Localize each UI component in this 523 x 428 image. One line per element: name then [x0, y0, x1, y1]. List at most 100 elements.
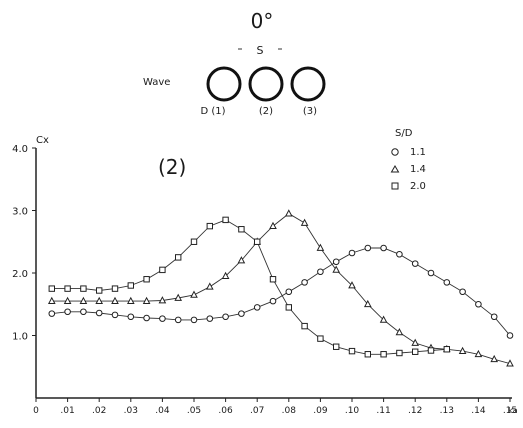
- header-diagram: 0° S Wave D (1) (2) (3): [143, 9, 326, 117]
- wave-label: Wave: [143, 77, 170, 88]
- data-point-triangle: [490, 354, 499, 363]
- cylinder-label-3: (3): [303, 106, 317, 117]
- cylinder-3-icon: [290, 66, 326, 102]
- data-point-triangle: [506, 359, 514, 367]
- x-tick-label: .11: [376, 406, 390, 416]
- legend-square-marker: [391, 182, 399, 190]
- data-point-triangle: [63, 296, 72, 305]
- axis-ticks: 4.0 3.0 2.0 1.0 0 .01 .02 .03 .04 .05 .06 .07 .08 .09…: [12, 144, 518, 416]
- data-point-circle: [317, 268, 324, 276]
- x-tick-label: .01: [60, 406, 74, 416]
- data-point-triangle: [221, 271, 230, 280]
- y-tick-label: 2.0: [12, 269, 28, 280]
- data-point-circle: [490, 313, 498, 321]
- x-tick-label: .12: [408, 406, 422, 416]
- x-tick-label: .09: [313, 406, 328, 416]
- cylinder-label-2: (2): [259, 106, 273, 117]
- data-point-square: [380, 351, 387, 358]
- data-point-circle: [222, 313, 229, 321]
- data-point-circle: [459, 288, 466, 296]
- data-point-circle: [443, 279, 451, 286]
- series-line-1: [51, 247, 511, 336]
- data-point-square: [96, 287, 103, 294]
- data-point-square: [348, 347, 356, 355]
- data-point-triangle: [300, 218, 309, 226]
- data-point-square: [364, 351, 372, 358]
- x-tick-label: .13: [440, 406, 454, 416]
- data-point-triangle: [142, 296, 151, 305]
- legend: S/D 1.1 1.4 2.0: [390, 128, 426, 192]
- data-point-square: [127, 282, 135, 289]
- data-point-circle: [427, 269, 435, 277]
- data-point-square: [396, 349, 403, 357]
- data-point-circle: [190, 316, 198, 324]
- data-point-triangle: [190, 290, 198, 298]
- data-point-triangle: [332, 265, 341, 273]
- data-point-triangle: [205, 282, 214, 290]
- data-point-square: [254, 238, 261, 245]
- spacing-label: S: [257, 44, 264, 57]
- data-point-circle: [64, 308, 71, 316]
- data-point-triangle: [237, 256, 246, 264]
- data-point-circle: [285, 288, 293, 296]
- data-point-triangle: [174, 293, 183, 301]
- x-tick-label: .05: [187, 406, 201, 416]
- legend-title: S/D: [395, 128, 413, 139]
- data-point-square: [64, 285, 71, 292]
- data-point-circle: [253, 304, 261, 311]
- cylinder-label-1: D (1): [200, 106, 225, 117]
- data-point-triangle: [79, 296, 88, 305]
- data-point-triangle: [158, 296, 167, 304]
- series-line-2: [51, 213, 511, 365]
- data-point-circle: [269, 297, 277, 305]
- data-point-triangle: [363, 299, 372, 308]
- data-point-circle: [48, 310, 56, 317]
- data-point-square: [269, 276, 277, 283]
- cylinder-2-icon: [248, 66, 284, 102]
- data-point-circle: [332, 258, 340, 266]
- y-axis-label: Cx: [36, 135, 49, 146]
- data-point-square: [443, 346, 451, 353]
- data-point-circle: [111, 311, 119, 319]
- data-point-circle: [364, 244, 372, 252]
- y-tick-label: 1.0: [12, 332, 28, 343]
- y-tick-label: 3.0: [12, 207, 28, 218]
- angle-label: 0°: [251, 9, 274, 33]
- data-point-square: [80, 285, 87, 292]
- series-line-3: [51, 219, 447, 355]
- data-point-triangle: [111, 296, 119, 305]
- data-point-triangle: [411, 338, 420, 346]
- x-tick-label: .06: [218, 406, 233, 416]
- x-tick-label: .02: [92, 406, 106, 416]
- legend-entry-1: 1.1: [410, 147, 426, 158]
- data-point-circle: [475, 300, 482, 308]
- data-point-square: [190, 238, 198, 245]
- data-point-triangle: [269, 221, 277, 230]
- data-point-square: [206, 222, 214, 230]
- data-point-triangle: [348, 281, 356, 289]
- data-point-square: [427, 347, 435, 354]
- x-axis-label: ka: [508, 406, 517, 415]
- data-point-square: [301, 322, 308, 330]
- data-point-triangle: [95, 296, 104, 305]
- data-point-square: [238, 226, 245, 233]
- data-point-triangle: [47, 296, 56, 305]
- data-point-square: [175, 254, 182, 261]
- data-point-square: [317, 335, 324, 342]
- data-point-circle: [127, 313, 135, 321]
- x-tick-label: .14: [471, 406, 486, 416]
- data-point-triangle: [316, 243, 325, 251]
- x-tick-label: .08: [282, 406, 297, 416]
- x-tick-label: .03: [124, 406, 138, 416]
- data-point-square: [412, 348, 419, 355]
- data-point-circle: [80, 308, 87, 316]
- data-point-triangle: [284, 209, 293, 217]
- x-tick-label: 0: [33, 406, 39, 416]
- data-point-triangle: [395, 328, 404, 336]
- x-tick-label: .07: [250, 406, 264, 416]
- y-tick-label: 4.0: [12, 144, 28, 155]
- data-point-circle: [348, 249, 356, 257]
- panel-label: (2): [158, 155, 186, 179]
- data-point-triangle: [379, 315, 388, 323]
- data-point-circle: [411, 260, 419, 267]
